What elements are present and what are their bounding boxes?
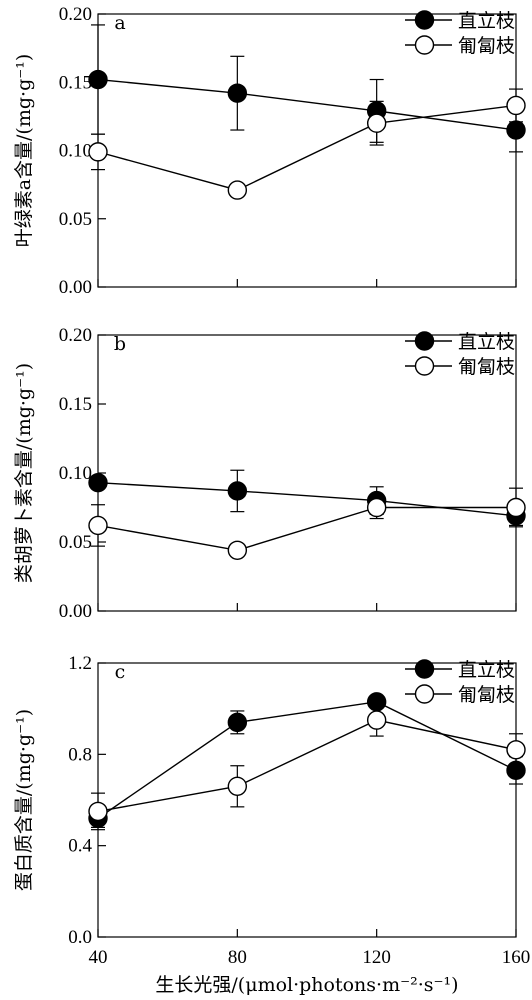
data-point (506, 120, 526, 140)
data-point (88, 801, 108, 822)
legend-marker (414, 356, 435, 376)
series-line (97, 701, 517, 819)
data-point (227, 540, 248, 560)
legend-marker (414, 35, 435, 55)
legend-marker (414, 10, 435, 30)
series-line (97, 719, 517, 813)
x-tick-label: 120 (362, 947, 391, 968)
data-point (366, 710, 387, 730)
data-point (506, 95, 526, 116)
y-tick-label: 0.20 (59, 4, 92, 25)
data-point (227, 481, 248, 501)
x-tick-label: 80 (228, 947, 247, 968)
legend-marker (414, 331, 435, 351)
panel-b: 0.00 0.05 0.10 0.15 0.20 b 类胡萝卜素含量/(mg·g⁻¹) 直立枝… (13, 325, 526, 622)
y-tick-label: 1.2 (68, 653, 92, 674)
data-point (366, 497, 387, 518)
panel-a: 0.00 0.05 0.10 0.15 0.20 a 叶绿素a含量/(mg·g⁻¹) 直立枝匍… (13, 4, 526, 298)
x-tick-label: 40 (89, 947, 108, 968)
data-point (88, 142, 108, 162)
data-point (366, 113, 387, 133)
data-point (88, 472, 108, 493)
y-tick-label: 0.10 (59, 463, 92, 484)
legend-label: 直立枝 (458, 10, 515, 32)
series-line (97, 78, 517, 131)
x-tick-label: 160 (502, 947, 531, 968)
panel-c: 0.0 0.4 0.8 1.2 40 80 120 160 c 蛋白质含量/(mg·g⁻¹) 生长光… (13, 653, 530, 996)
legend-label: 直立枝 (458, 659, 515, 681)
legend-label: 匍匐枝 (458, 684, 515, 706)
data-point (506, 497, 526, 518)
data-point (227, 712, 248, 733)
y-axis-label: 蛋白质含量/(mg·g⁻¹) (13, 709, 35, 891)
panel-label: b (114, 333, 126, 355)
data-point (227, 776, 248, 796)
y-tick-label: 0.10 (59, 141, 92, 162)
y-tick-label: 0.4 (68, 836, 92, 857)
plot-frame (97, 334, 517, 612)
data-point (88, 515, 108, 536)
data-point (227, 83, 248, 103)
panel-label: c (115, 661, 126, 683)
y-tick-label: 0.20 (59, 325, 92, 346)
y-tick-label: 0.05 (59, 209, 92, 230)
legend-label: 直立枝 (458, 331, 515, 353)
legend-label: 匍匐枝 (458, 35, 515, 57)
data-point (506, 740, 526, 760)
legend-marker (414, 684, 435, 704)
y-axis-label: 叶绿素a含量/(mg·g⁻¹) (13, 54, 35, 248)
data-point (366, 692, 387, 712)
panel-label: a (114, 12, 125, 34)
series-line (97, 506, 516, 551)
y-axis-label: 类胡萝卜素含量/(mg·g⁻¹) (13, 363, 35, 583)
y-tick-label: 0.05 (59, 532, 92, 553)
y-tick-label: 0.0 (68, 927, 92, 948)
legend-label: 匍匐枝 (458, 356, 515, 378)
series-line (97, 481, 517, 517)
y-tick-label: 0.00 (59, 601, 92, 622)
y-tick-label: 0.8 (68, 744, 92, 765)
y-tick-label: 0.00 (59, 277, 92, 298)
legend-marker (414, 659, 435, 679)
x-axis-label: 生长光强/(μmol·photons·m⁻²·s⁻¹) (155, 974, 458, 996)
data-point (88, 69, 108, 90)
data-point (506, 760, 526, 781)
plot-frame (97, 13, 517, 288)
data-point (227, 180, 248, 200)
y-tick-label: 0.15 (59, 72, 92, 93)
series-line (97, 104, 517, 191)
y-tick-label: 0.15 (59, 394, 92, 415)
